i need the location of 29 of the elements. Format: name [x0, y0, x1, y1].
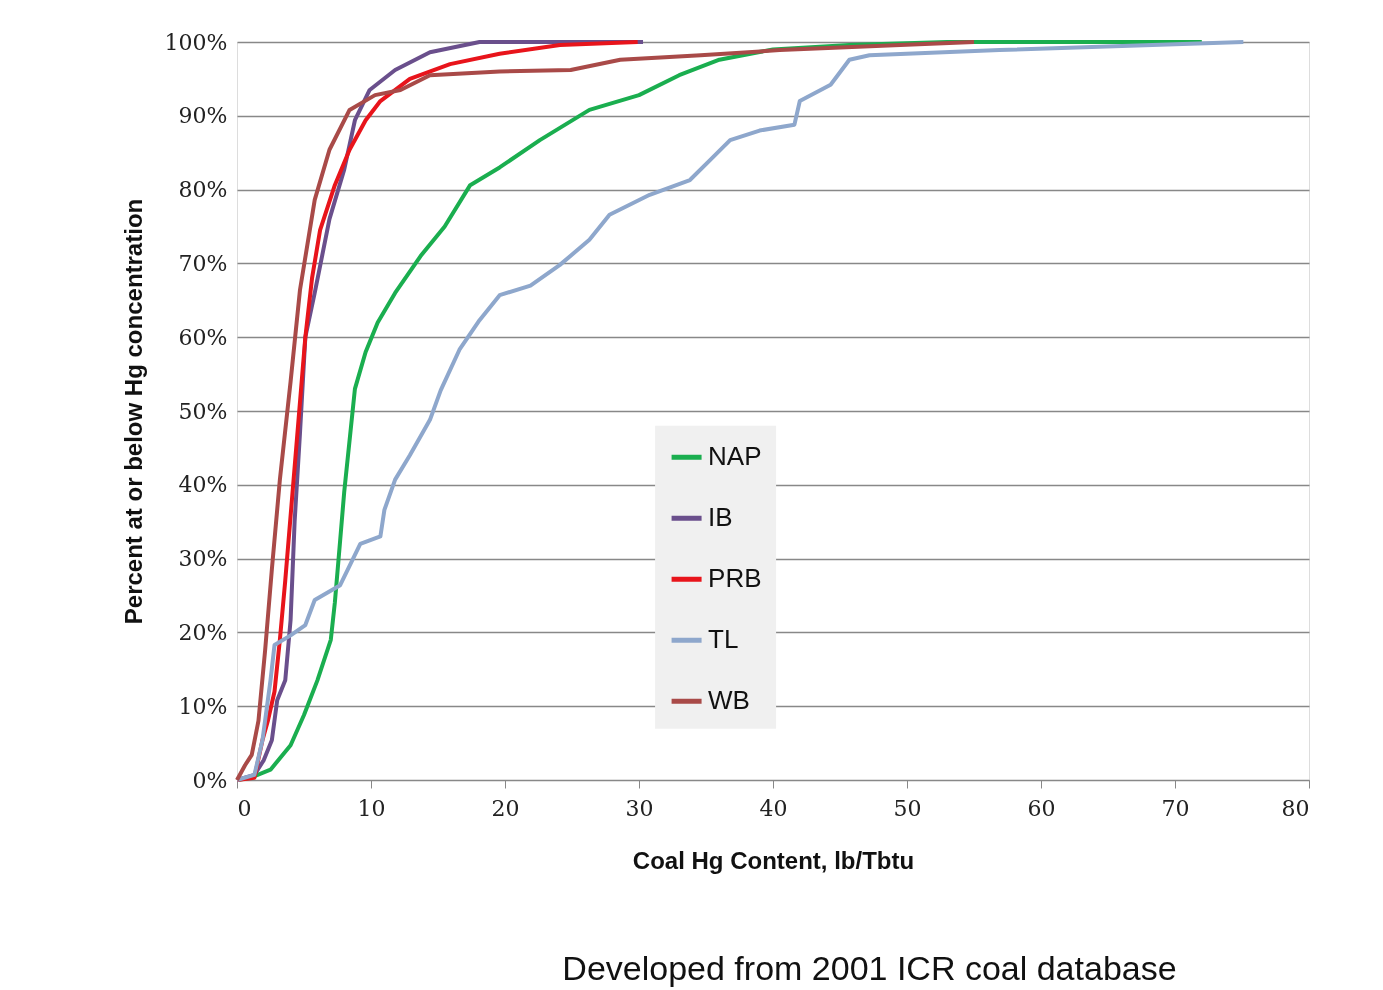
y-tick-label: 10%: [178, 693, 228, 719]
legend-label: PRB: [708, 563, 762, 594]
y-axis-title: Percent at or below Hg concentration: [119, 198, 147, 625]
y-tick-label: 100%: [164, 29, 228, 55]
x-tick-label: 10: [357, 795, 386, 821]
y-tick-label: 20%: [178, 619, 228, 645]
x-tick-label: 70: [1161, 795, 1190, 821]
legend-label: IB: [708, 502, 733, 533]
legend-label: WB: [708, 685, 750, 716]
line-series: [235, 40, 976, 782]
x-tick-label: 40: [759, 795, 788, 821]
y-tick-label: 60%: [178, 324, 228, 350]
legend-label: TL: [708, 624, 739, 655]
x-tick-label: 20: [491, 795, 520, 821]
y-tick-label: 40%: [178, 472, 228, 498]
x-tick-label: 80: [1281, 795, 1310, 821]
text: Developed from 2001 ICR coal database: [562, 949, 1177, 987]
y-tick-label: 70%: [178, 250, 228, 276]
y-tick-label: 80%: [178, 177, 228, 203]
x-tick-label: 0: [237, 795, 252, 821]
x-tick-label: 30: [625, 795, 654, 821]
x-tick-label: 50: [893, 795, 922, 821]
legend-label: NAP: [708, 441, 762, 472]
x-axis-title: Coal Hg Content, lb/Tbtu: [632, 846, 915, 874]
y-tick-label: 0%: [192, 767, 228, 793]
y-tick-label: 90%: [178, 103, 228, 129]
y-tick-label: 30%: [178, 546, 228, 572]
x-tick-label: 60: [1027, 795, 1056, 821]
y-tick-label: 50%: [178, 398, 228, 424]
